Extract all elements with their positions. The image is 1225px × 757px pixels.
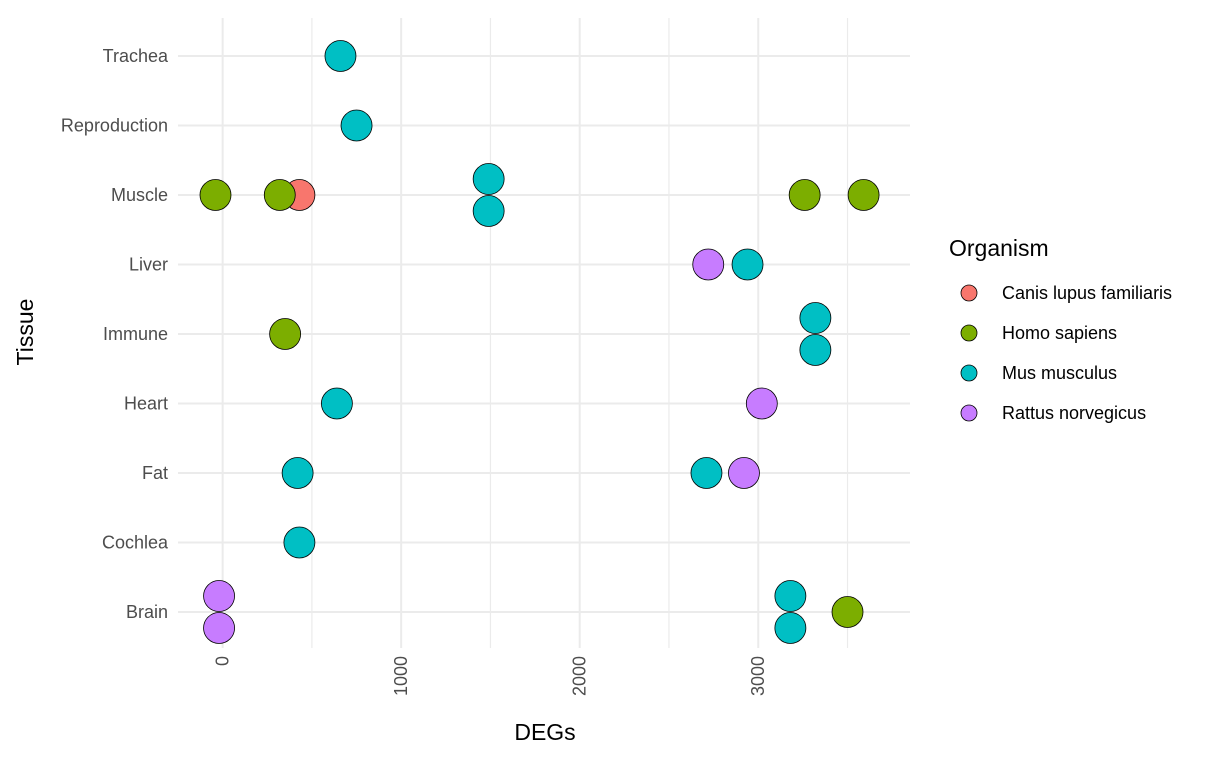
data-points: [199, 40, 880, 644]
data-point: [847, 179, 880, 211]
legend-items: Canis lupus familiaris Homo sapiens Mus mu…: [960, 283, 1172, 423]
y-tick-label: Brain: [126, 602, 168, 622]
legend-label: Rattus norvegicus: [1002, 403, 1146, 423]
data-point: [728, 457, 760, 489]
legend-title: Organism: [949, 235, 1049, 261]
x-axis-title: DEGs: [514, 719, 575, 745]
data-point: [283, 526, 316, 559]
data-point: [799, 334, 832, 366]
data-point: [472, 163, 505, 195]
y-tick-label: Cochlea: [102, 533, 169, 553]
data-point: [472, 195, 505, 227]
y-tick-label: Liver: [129, 255, 168, 275]
legend-label: Mus musculus: [1002, 363, 1117, 383]
x-axis-tick-labels: 0 1000 2000 3000: [213, 656, 769, 696]
data-point: [774, 580, 807, 612]
data-point: [831, 596, 864, 628]
data-point: [774, 612, 807, 644]
data-point: [320, 387, 353, 420]
data-point: [692, 248, 725, 281]
y-tick-label: Reproduction: [61, 116, 168, 136]
data-point: [269, 318, 302, 350]
legend-key: [960, 404, 978, 422]
legend-key: [960, 324, 978, 342]
data-point: [263, 179, 296, 211]
data-point: [281, 457, 314, 489]
y-axis-title: Tissue: [12, 299, 38, 366]
legend-key: [960, 364, 978, 382]
data-point: [203, 612, 235, 644]
data-point: [788, 179, 821, 211]
legend-label: Canis lupus familiaris: [1002, 283, 1172, 303]
data-point: [324, 40, 357, 72]
data-point: [203, 580, 235, 612]
x-tick-label: 0: [213, 656, 233, 666]
legend: Organism Canis lupus familiaris Homo sapi…: [949, 235, 1172, 423]
legend-key: [960, 284, 978, 302]
x-tick-label: 1000: [391, 656, 411, 696]
y-tick-label: Fat: [142, 463, 168, 483]
data-point: [745, 387, 778, 420]
y-tick-label: Heart: [124, 394, 168, 414]
data-point: [799, 302, 832, 334]
data-point: [731, 248, 764, 281]
y-tick-label: Immune: [103, 324, 168, 344]
y-axis-tick-labels: Brain Cochlea Fat Heart Immune Liver Muscle Rep…: [61, 46, 169, 622]
data-point: [340, 109, 373, 142]
data-point: [690, 457, 723, 489]
data-point: [199, 179, 232, 211]
x-tick-label: 2000: [570, 656, 590, 696]
y-tick-label: Trachea: [103, 46, 169, 66]
x-tick-label: 3000: [748, 656, 768, 696]
legend-label: Homo sapiens: [1002, 323, 1117, 343]
y-tick-label: Muscle: [111, 185, 168, 205]
